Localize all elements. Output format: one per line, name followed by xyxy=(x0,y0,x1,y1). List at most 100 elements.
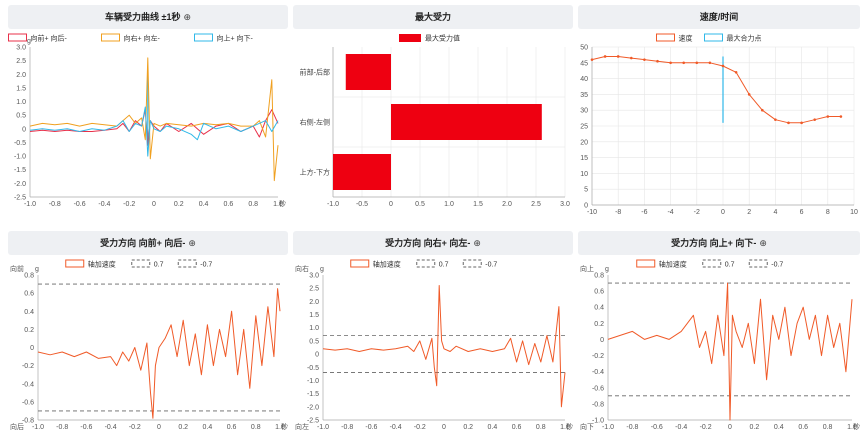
series-line xyxy=(607,282,853,421)
y-tick-label: 0.2 xyxy=(24,327,34,334)
legend-swatch xyxy=(399,34,421,42)
series-line xyxy=(37,288,281,419)
panel-speed-time: 速度/时间 -10 -8 -6 -4 -2 0 2 4 6 8 10 50 45 40 35 30 25 20 15… xyxy=(578,5,860,216)
x-tick-label: -0.8 xyxy=(341,424,353,431)
legend-label: 轴加速度 xyxy=(88,260,116,269)
x-tick-label: 0.5 xyxy=(415,201,425,208)
series-line xyxy=(322,285,566,408)
bar xyxy=(345,54,391,90)
panel-header: 速度/时间 xyxy=(578,5,860,29)
y-tick-label: -0.8 xyxy=(592,401,604,408)
data-point xyxy=(643,58,646,61)
chart-front-back: -1.0 -0.8 -0.6 -0.4 -0.2 0 0.2 0.4 0.6 0.8 1.00.80… xyxy=(10,259,288,431)
x-tick-label: 1.0 xyxy=(444,201,454,208)
y-axis-label: g xyxy=(35,266,39,273)
x-tick-label: -0.8 xyxy=(49,201,61,208)
y-caption: 向上 xyxy=(580,264,594,273)
data-point xyxy=(695,61,699,65)
data-point xyxy=(734,70,738,74)
x-caption: 向下 xyxy=(580,422,594,431)
category-label: 前部-后部 xyxy=(300,68,330,77)
y-tick-label: 2.0 xyxy=(16,72,26,79)
x-tick-label: 1.0 xyxy=(275,424,285,431)
y-tick-label: 0.4 xyxy=(594,305,604,312)
series-line xyxy=(29,106,279,157)
y-tick-label: 0.5 xyxy=(309,338,319,345)
x-tick-label: 2.5 xyxy=(531,201,541,208)
chart-max-force: -1.0 -0.5 0 0.5 1.0 1.5 2.0 2.5 3.0 前部-后部右侧-左侧上方-… xyxy=(300,34,570,209)
bar xyxy=(391,104,542,140)
data-point xyxy=(669,61,672,65)
x-tick-label: 0.6 xyxy=(227,424,237,431)
legend-swatch xyxy=(131,259,151,268)
x-tick-label: 0.2 xyxy=(750,424,760,431)
x-tick-label: -1.0 xyxy=(24,201,36,208)
legend-swatch xyxy=(702,259,722,268)
panel-header: 最大受力 xyxy=(293,5,573,29)
y-tick-label: 0 xyxy=(600,337,604,344)
x-tick-label: 4 xyxy=(773,209,777,216)
legend-label: -0.7 xyxy=(771,262,783,269)
panel-header: 受力方向 向右+ 向左- ⊕ xyxy=(293,231,573,255)
x-unit-label: 秒 xyxy=(281,422,288,431)
legend-swatch xyxy=(462,259,482,268)
x-tick-label: -6 xyxy=(641,209,647,216)
legend-swatch xyxy=(65,259,85,268)
x-unit-label: 秒 xyxy=(566,422,573,431)
zoom-in-icon[interactable]: ⊕ xyxy=(183,12,191,22)
legend-label: 向上+ 向下- xyxy=(217,34,254,43)
x-tick-label: 0.8 xyxy=(251,424,261,431)
y-tick-label: 30 xyxy=(580,108,588,115)
y-tick-label: 0.8 xyxy=(24,273,34,280)
y-tick-label: -0.2 xyxy=(592,353,604,360)
y-tick-label: 25 xyxy=(580,124,588,131)
y-tick-label: 10 xyxy=(580,171,588,178)
legend-label: 向前+ 向后- xyxy=(31,34,68,43)
chart-force-curve: -1.0 -0.8 -0.6 -0.4 -0.2 0 0.2 0.4 0.6 0.8 1.0 3.0 2… xyxy=(8,33,286,208)
y-axis-label: g xyxy=(605,266,609,273)
zoom-in-icon[interactable]: ⊕ xyxy=(759,238,767,248)
legend-label: 速度 xyxy=(679,34,693,43)
data-point xyxy=(800,121,803,125)
x-tick-label: 0.4 xyxy=(203,424,213,431)
y-tick-label: 1.0 xyxy=(16,99,26,106)
category-label: 上方-下方 xyxy=(300,168,330,177)
x-tick-label: 0.6 xyxy=(798,424,808,431)
y-tick-label: -0.6 xyxy=(592,385,604,392)
x-tick-label: 0.8 xyxy=(823,424,833,431)
y-tick-label: -0.6 xyxy=(22,399,34,406)
x-tick-label: 0 xyxy=(442,424,446,431)
x-tick-label: 0.2 xyxy=(463,424,473,431)
y-tick-label: 0.6 xyxy=(24,291,34,298)
legend-label: 0.7 xyxy=(439,262,449,269)
x-tick-label: 0.4 xyxy=(488,424,498,431)
y-tick-label: 0.6 xyxy=(594,289,604,296)
y-tick-label: 0.8 xyxy=(594,273,604,280)
y-tick-label: -0.5 xyxy=(307,365,319,372)
y-tick-label: -0.4 xyxy=(592,369,604,376)
legend-swatch xyxy=(177,259,197,268)
zoom-in-icon[interactable]: ⊕ xyxy=(473,238,481,248)
x-tick-label: 2 xyxy=(747,209,751,216)
x-tick-label: -0.6 xyxy=(80,424,92,431)
zoom-in-icon[interactable]: ⊕ xyxy=(188,238,196,248)
series-line xyxy=(29,57,279,182)
x-tick-label: 0.2 xyxy=(174,201,184,208)
y-axis-label: g xyxy=(320,266,324,273)
x-tick-label: 0.8 xyxy=(248,201,258,208)
panel-title: 受力方向 向前+ 向后- xyxy=(100,238,186,248)
data-point xyxy=(656,59,659,63)
y-tick-label: 1.5 xyxy=(309,312,319,319)
panel-front-back: 受力方向 向前+ 向后- ⊕ -1.0 -0.8 -0.6 -0.4 -0.2 0 0.2 0.… xyxy=(8,231,288,434)
y-tick-label: -0.2 xyxy=(22,363,34,370)
panel-title: 车辆受力曲线 ±1秒 xyxy=(105,12,181,22)
data-point xyxy=(747,93,751,96)
data-point xyxy=(708,61,712,65)
y-caption: 向前 xyxy=(10,264,24,273)
x-tick-label: 0.6 xyxy=(224,201,234,208)
x-tick-label: -8 xyxy=(615,209,621,216)
x-tick-label: 3.0 xyxy=(560,201,570,208)
x-tick-label: 0 xyxy=(721,209,725,216)
x-unit-label: 秒 xyxy=(279,199,286,208)
data-point xyxy=(774,118,777,121)
